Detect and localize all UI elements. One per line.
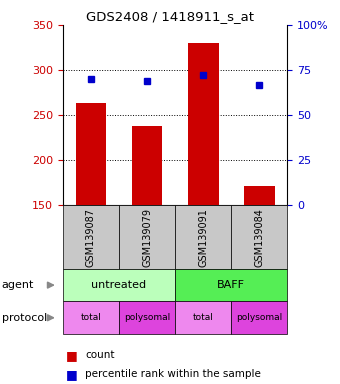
- Text: polysomal: polysomal: [236, 313, 283, 322]
- Text: GSM139087: GSM139087: [86, 208, 96, 266]
- Bar: [75, 103, 106, 205]
- Text: percentile rank within the sample: percentile rank within the sample: [85, 369, 261, 379]
- Text: agent: agent: [2, 280, 34, 290]
- Text: BAFF: BAFF: [217, 280, 245, 290]
- Text: GDS2408 / 1418911_s_at: GDS2408 / 1418911_s_at: [86, 10, 254, 23]
- Text: total: total: [193, 313, 214, 322]
- Text: GSM139084: GSM139084: [254, 208, 264, 266]
- Text: total: total: [81, 313, 101, 322]
- Text: count: count: [85, 350, 115, 360]
- Bar: [132, 126, 163, 205]
- Text: protocol: protocol: [2, 313, 47, 323]
- Bar: [188, 43, 219, 205]
- Text: polysomal: polysomal: [124, 313, 170, 322]
- Bar: [244, 185, 275, 205]
- Text: GSM139079: GSM139079: [142, 208, 152, 266]
- Text: ■: ■: [66, 368, 78, 381]
- Text: ■: ■: [66, 349, 78, 362]
- Text: untreated: untreated: [91, 280, 147, 290]
- Text: GSM139091: GSM139091: [198, 208, 208, 266]
